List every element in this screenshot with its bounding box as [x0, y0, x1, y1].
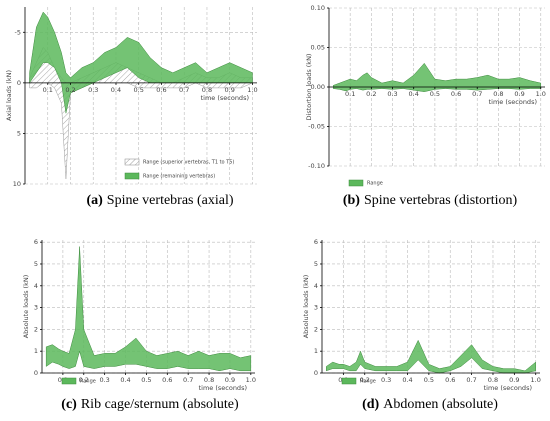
y-tick-label: 5 [314, 260, 318, 268]
x-tick-label: 0.3 [99, 376, 109, 384]
caption-text: Spine vertebras (distortion) [364, 193, 518, 208]
legend-label: Range [80, 379, 96, 385]
y-tick-label: 0.00 [311, 83, 325, 91]
range-band [326, 339, 536, 374]
x-tick-label: 0.6 [156, 86, 166, 94]
y-tick-label: 2 [314, 325, 318, 333]
range-band [332, 62, 542, 92]
x-tick-label: 0.4 [409, 90, 419, 98]
x-tick-label: 0.1 [43, 86, 53, 94]
x-tick-label: 1.0 [531, 376, 541, 384]
y-tick-label: 5 [34, 260, 38, 268]
range-band [45, 246, 252, 372]
x-tick-label: 0.3 [387, 90, 397, 98]
x-axis-label: time (seconds) [484, 384, 532, 392]
x-tick-label: 0.7 [179, 86, 189, 94]
legend-swatch [61, 377, 77, 385]
legend-swatch [341, 377, 357, 385]
x-tick-label: 0.4 [402, 376, 412, 384]
x-tick-label: 0.5 [424, 376, 434, 384]
x-tick-label: 0.8 [202, 86, 212, 94]
legend-swatch [348, 179, 364, 187]
caption: (a) Spine vertebras (axial) [86, 193, 233, 208]
x-tick-label: 0.7 [466, 376, 476, 384]
legend-swatch [124, 158, 140, 166]
x-tick-label: 0.5 [141, 376, 151, 384]
y-tick-label: 3 [314, 304, 318, 312]
x-tick-label: 0.4 [120, 376, 130, 384]
x-tick-label: 0.4 [111, 86, 121, 94]
caption-text: Spine vertebras (axial) [107, 193, 234, 208]
y-tick-label: 4 [314, 282, 318, 290]
legend-swatch [124, 172, 140, 180]
legend-label: Range (remaining vertebras) [143, 174, 215, 180]
caption: (c) Rib cage/sternum (absolute) [61, 397, 239, 412]
y-tick-label: -0.05 [308, 123, 325, 131]
x-tick-label: 0.2 [65, 86, 75, 94]
x-tick-label: 0.2 [360, 376, 370, 384]
y-tick-label: 4 [34, 282, 38, 290]
panel-label: (d) [362, 397, 379, 412]
y-axis-label: Distortion loads (kN) [305, 54, 313, 121]
y-axis-label: Absolute loads (kN) [302, 275, 310, 339]
y-tick-label: 1 [314, 347, 318, 355]
x-tick-label: 0.1 [345, 90, 355, 98]
x-tick-label: 0.9 [225, 86, 235, 94]
panel-label: (c) [61, 397, 77, 412]
y-tick-label: -0.10 [308, 162, 325, 170]
x-tick-label: 0.9 [514, 90, 524, 98]
x-tick-label: 1.0 [536, 90, 546, 98]
y-tick-label: 5 [17, 129, 21, 137]
x-tick-label: 0.9 [509, 376, 519, 384]
y-tick-label: 1 [34, 347, 38, 355]
legend-label: Range (superior vertebras, T1 to T5) [143, 160, 234, 166]
x-tick-label: 0.2 [366, 90, 376, 98]
x-tick-label: 0.7 [472, 90, 482, 98]
caption-text: Rib cage/sternum (absolute) [81, 397, 239, 412]
y-tick-label: 10 [13, 180, 21, 188]
x-axis-label: time (seconds) [199, 384, 247, 392]
x-tick-label: 0.9 [225, 376, 235, 384]
y-tick-label: 3 [34, 304, 38, 312]
x-tick-label: 0.3 [381, 376, 391, 384]
x-tick-label: 0.5 [430, 90, 440, 98]
x-tick-label: 0.8 [493, 90, 503, 98]
legend-label: Range [367, 181, 383, 187]
y-tick-label: 6 [34, 238, 38, 246]
x-axis-label: time (seconds) [489, 98, 537, 106]
y-tick-label: -5 [15, 28, 21, 36]
x-tick-label: 0.5 [134, 86, 144, 94]
x-tick-label: 0.7 [183, 376, 193, 384]
panel-label: (a) [86, 193, 103, 208]
caption: (b) Spine vertebras (distortion) [343, 193, 518, 208]
x-tick-label: 0.3 [88, 86, 98, 94]
x-tick-label: 1.0 [246, 376, 256, 384]
x-tick-label: 0.2 [79, 376, 89, 384]
panel-label: (b) [343, 193, 360, 208]
x-tick-label: 0.8 [204, 376, 214, 384]
y-tick-label: 0 [314, 369, 318, 377]
y-tick-label: 0.05 [311, 44, 325, 52]
x-tick-label: 0.6 [445, 376, 455, 384]
x-tick-label: 1.0 [247, 86, 257, 94]
x-tick-label: 0.8 [488, 376, 498, 384]
y-axis-label: Axial loads (kN) [5, 70, 13, 121]
caption-text: Abdomen (absolute) [383, 397, 498, 412]
y-tick-label: 6 [314, 238, 318, 246]
y-tick-label: 0 [17, 79, 21, 87]
caption: (d) Abdomen (absolute) [362, 397, 498, 412]
y-axis-label: Absolute loads (kN) [22, 275, 30, 339]
x-tick-label: 0.6 [451, 90, 461, 98]
y-tick-label: 0 [34, 369, 38, 377]
x-axis-label: time (seconds) [201, 94, 249, 102]
y-tick-label: 2 [34, 325, 38, 333]
legend-label: Range [360, 379, 376, 385]
x-tick-label: 0.6 [162, 376, 172, 384]
y-tick-label: 0.10 [311, 4, 325, 12]
